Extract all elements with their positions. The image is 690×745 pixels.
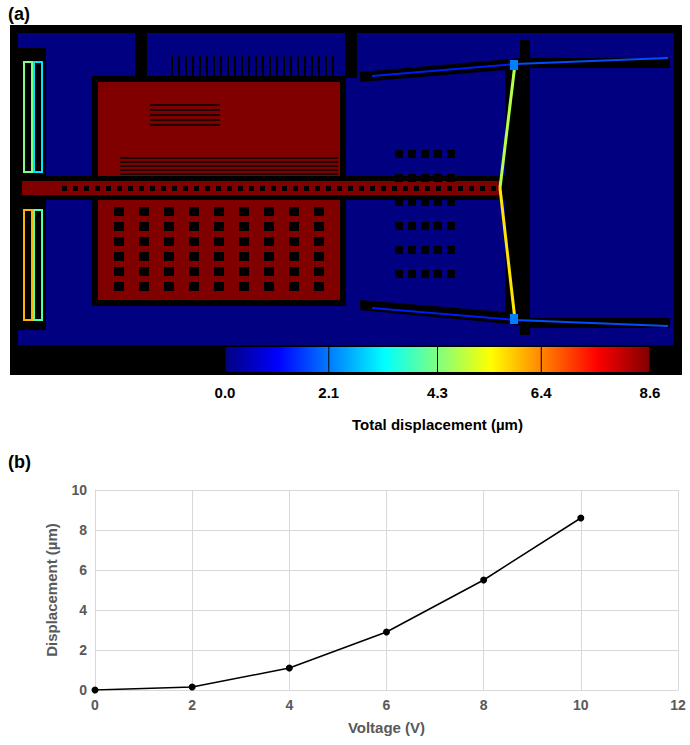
svg-text:0.0: 0.0 (215, 384, 236, 401)
svg-text:6: 6 (79, 562, 87, 578)
svg-text:2: 2 (188, 697, 196, 713)
svg-text:12: 12 (670, 697, 686, 713)
svg-text:Total displacement (µm): Total displacement (µm) (352, 416, 523, 433)
svg-text:4.3: 4.3 (427, 384, 448, 401)
svg-text:8.6: 8.6 (640, 384, 661, 401)
svg-text:Displacement (µm): Displacement (µm) (43, 523, 60, 657)
svg-text:2: 2 (79, 642, 87, 658)
svg-text:4: 4 (285, 697, 293, 713)
svg-text:4: 4 (79, 602, 87, 618)
svg-text:0: 0 (79, 682, 87, 698)
svg-text:8: 8 (79, 522, 87, 538)
svg-text:10: 10 (573, 697, 589, 713)
svg-text:6.4: 6.4 (531, 384, 553, 401)
svg-text:10: 10 (71, 482, 87, 498)
svg-text:(b): (b) (8, 452, 31, 472)
svg-text:6: 6 (383, 697, 391, 713)
svg-text:2.1: 2.1 (318, 384, 339, 401)
svg-text:(a): (a) (8, 4, 30, 24)
svg-text:0: 0 (91, 697, 99, 713)
svg-text:8: 8 (480, 697, 488, 713)
svg-text:Voltage (V): Voltage (V) (348, 719, 425, 736)
